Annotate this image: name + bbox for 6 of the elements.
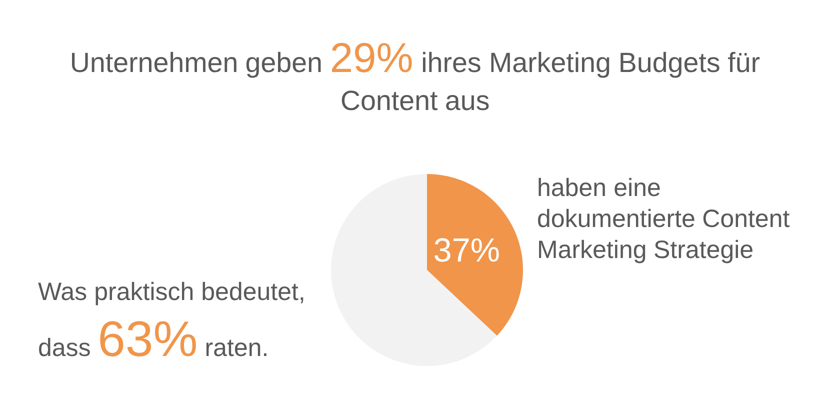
chart-title: Unternehmen geben 29% ihres Marketing Budgets für Content aus <box>72 42 760 110</box>
pie-slice <box>427 174 523 336</box>
category-label: haben eine dokumentierte Content Marketing Strategie <box>538 178 790 264</box>
pie-slice <box>331 174 497 366</box>
category-label: Was praktisch bedeutet, dass 63% raten. <box>38 282 304 356</box>
data-label: 37% <box>434 238 499 262</box>
